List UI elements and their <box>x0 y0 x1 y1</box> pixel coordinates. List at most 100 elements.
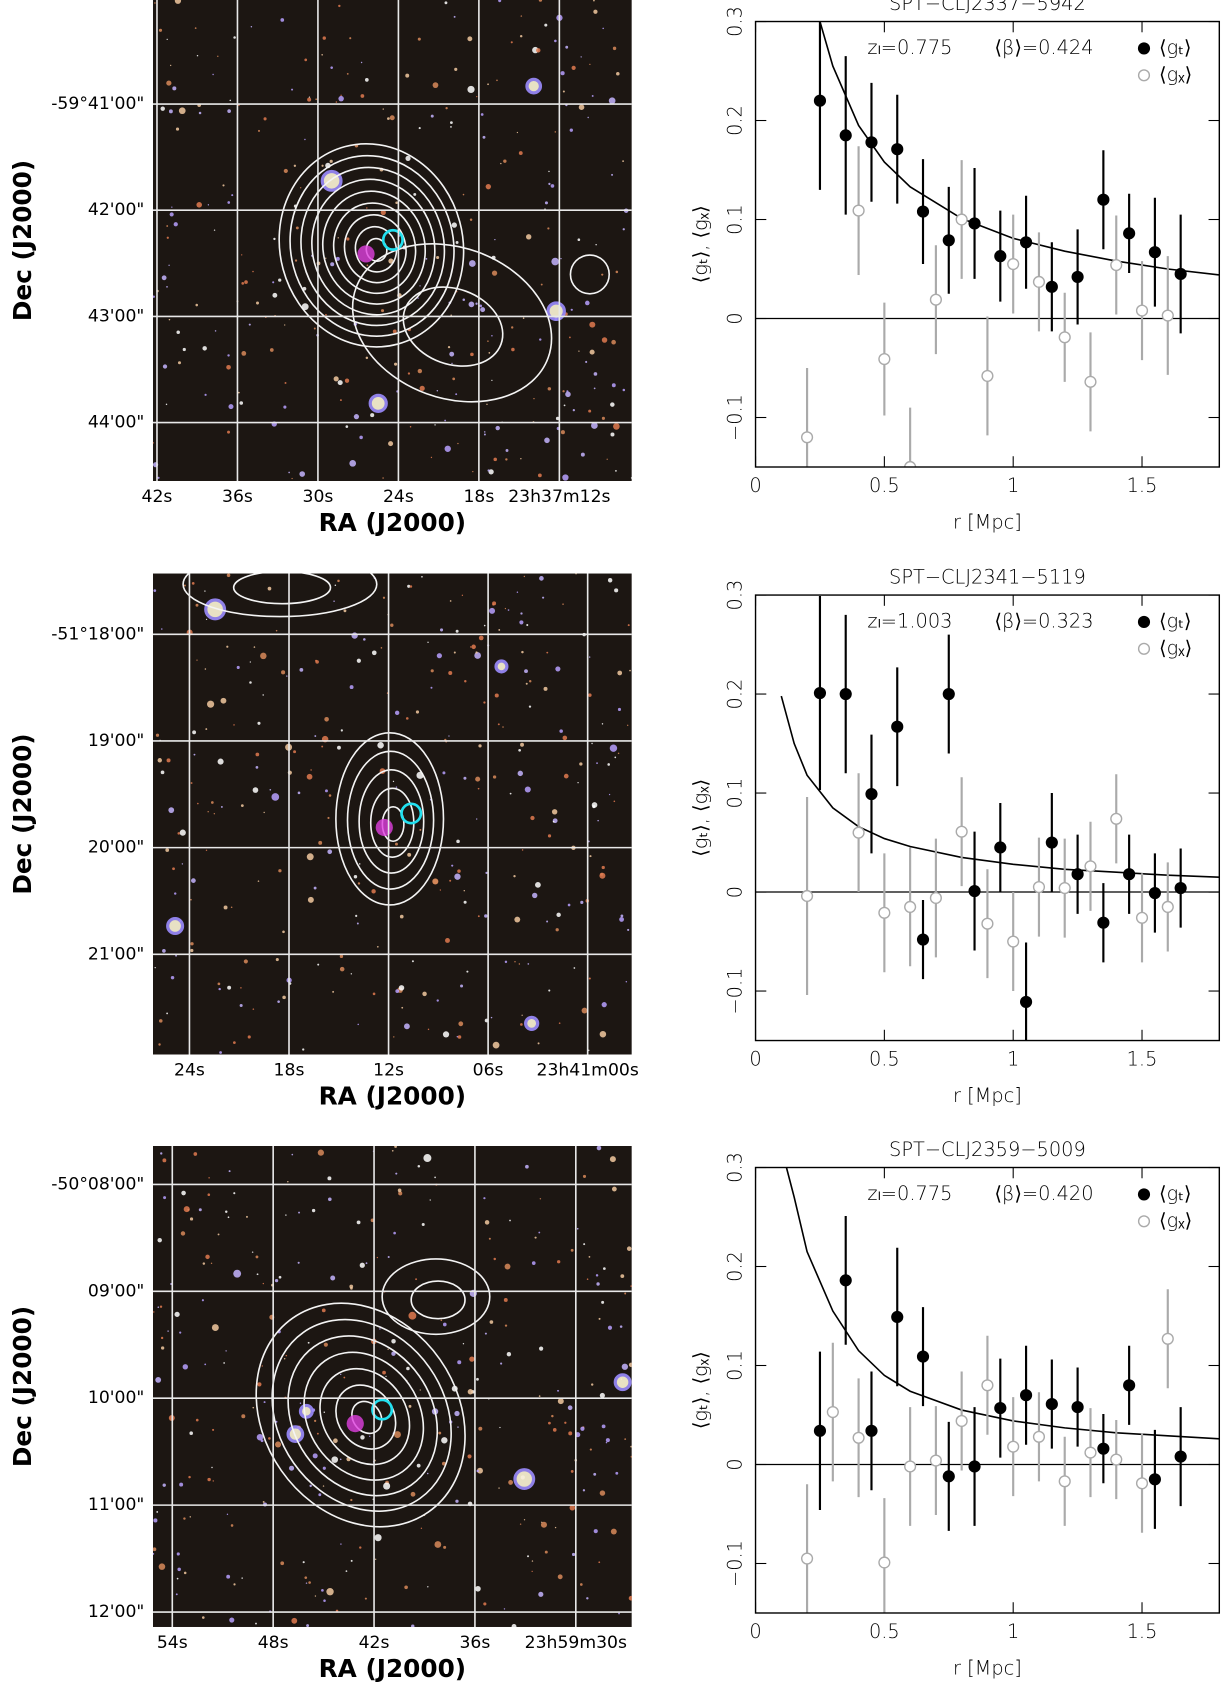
star <box>487 469 490 472</box>
data-point <box>1123 227 1136 240</box>
star <box>273 237 276 241</box>
star <box>493 457 497 462</box>
data-point <box>1123 1379 1136 1392</box>
star <box>622 160 625 163</box>
star <box>283 1357 286 1360</box>
star <box>598 1561 601 1564</box>
star <box>620 914 624 918</box>
star <box>560 430 565 435</box>
star <box>580 56 582 58</box>
star <box>457 1426 459 1428</box>
star <box>581 1007 588 1014</box>
data-point <box>929 891 942 905</box>
star <box>365 356 369 360</box>
image-panel <box>152 0 632 481</box>
star <box>321 54 323 56</box>
star <box>452 377 456 381</box>
star <box>171 206 173 208</box>
star <box>571 1552 576 1557</box>
star <box>596 1282 600 1286</box>
star <box>532 892 538 899</box>
star <box>364 1597 367 1600</box>
contour <box>182 573 378 618</box>
star <box>475 651 478 654</box>
y-tick-label: -51°18'00" <box>51 624 144 644</box>
star <box>454 67 458 71</box>
star <box>275 629 278 632</box>
star <box>241 351 247 356</box>
star <box>406 1366 410 1371</box>
star <box>436 255 440 260</box>
star <box>358 863 361 865</box>
star <box>477 1467 483 1474</box>
star <box>350 1559 353 1562</box>
data-point <box>852 826 865 839</box>
star <box>390 623 394 627</box>
star <box>225 1210 228 1213</box>
star <box>405 73 410 78</box>
star <box>534 1236 537 1239</box>
star <box>577 238 581 242</box>
star <box>318 1493 322 1497</box>
star <box>450 126 452 128</box>
contour <box>346 750 435 890</box>
y-tick-label: −0.1 <box>724 1540 747 1587</box>
star <box>152 1547 157 1552</box>
star <box>565 45 569 49</box>
data-point <box>1123 868 1136 881</box>
star <box>345 1570 348 1572</box>
x-tick-label: 42s <box>142 487 173 507</box>
star <box>231 194 234 197</box>
star <box>356 658 361 663</box>
star <box>425 257 428 260</box>
star <box>540 1521 547 1528</box>
x-tick-label: 1.5 <box>1127 1620 1158 1643</box>
star <box>480 307 486 313</box>
star <box>300 187 302 189</box>
data-point <box>1019 1389 1033 1402</box>
star <box>181 863 184 865</box>
annotation: zₗ=0.775 <box>867 36 952 59</box>
star <box>379 1328 381 1330</box>
star <box>353 414 360 420</box>
star <box>228 404 234 410</box>
star <box>580 1426 585 1431</box>
star <box>627 928 630 932</box>
star <box>629 669 631 672</box>
star <box>542 596 545 599</box>
star <box>227 109 231 113</box>
chart-title: SPT−CLJ2341−5119 <box>889 565 1086 588</box>
star <box>268 1437 271 1440</box>
star <box>444 419 446 422</box>
star <box>597 819 599 822</box>
star <box>229 99 232 102</box>
star <box>602 27 604 30</box>
star <box>257 721 261 725</box>
y-tick-label: -50°08'00" <box>51 1174 144 1194</box>
star <box>516 591 519 593</box>
star <box>430 114 434 118</box>
star <box>213 813 216 815</box>
star <box>526 624 529 627</box>
star <box>547 834 552 838</box>
data-point <box>994 1401 1007 1415</box>
star <box>298 1211 300 1214</box>
star <box>161 275 167 281</box>
contour <box>402 286 504 367</box>
star <box>560 71 565 76</box>
star <box>183 1571 187 1575</box>
star <box>360 1435 365 1440</box>
star <box>610 402 615 407</box>
star <box>317 963 320 966</box>
star <box>453 651 456 654</box>
data-point <box>904 900 917 913</box>
star <box>153 589 157 592</box>
star <box>323 1342 328 1347</box>
star <box>595 243 597 246</box>
star <box>173 222 178 227</box>
star <box>249 661 252 663</box>
star <box>397 1188 402 1193</box>
star <box>476 95 478 98</box>
star <box>460 984 464 988</box>
star <box>458 1021 464 1027</box>
